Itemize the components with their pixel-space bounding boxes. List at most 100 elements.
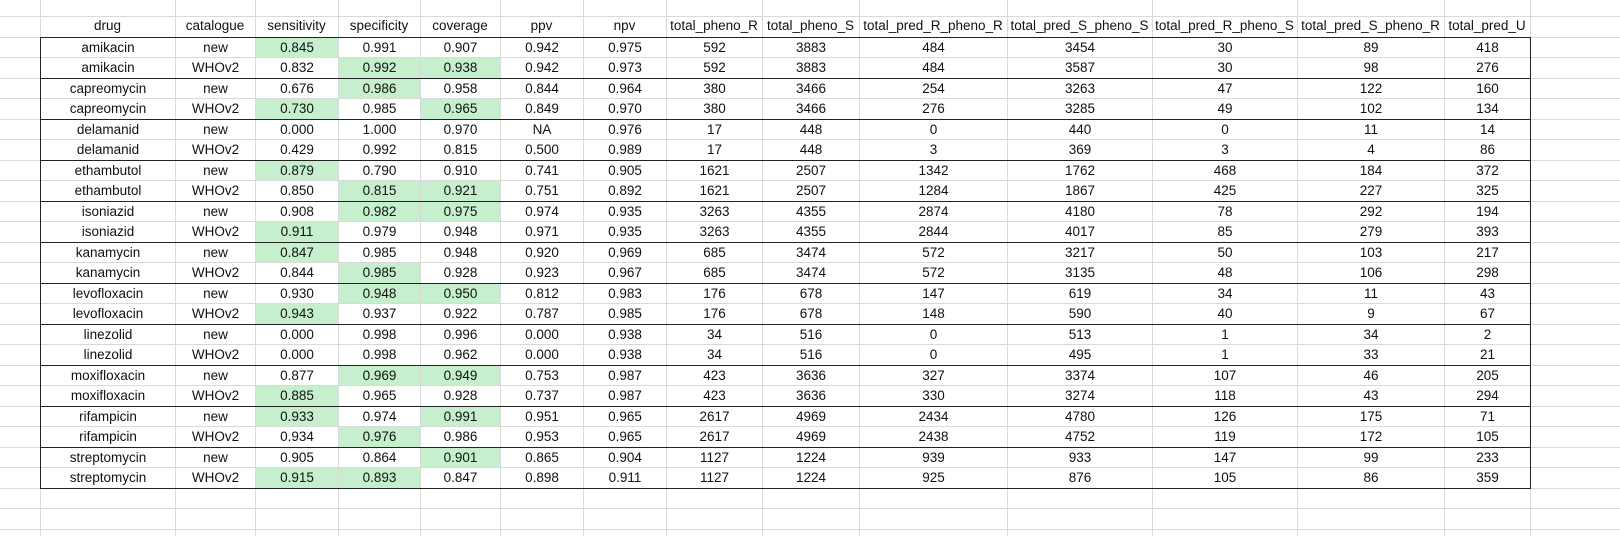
- cell-npv[interactable]: 0.987: [608, 388, 642, 403]
- cell-total-pheno-R[interactable]: 176: [703, 306, 726, 321]
- cell-total-pred-R-pheno-R[interactable]: 0: [929, 347, 938, 362]
- cell-total-pred-S-pheno-R[interactable]: 11: [1363, 285, 1378, 301]
- cell-catalogue[interactable]: WHOv2: [191, 265, 240, 280]
- cell-total-pred-S-pheno-S[interactable]: 1867: [1064, 183, 1096, 198]
- cell-drug[interactable]: linezolid: [83, 326, 133, 342]
- cell-total-pred-S-pheno-S[interactable]: 619: [1068, 285, 1092, 301]
- cell-specificity[interactable]: 0.976: [339, 427, 420, 447]
- cell-total-pred-U[interactable]: 217: [1476, 244, 1499, 260]
- cell-total-pheno-S[interactable]: 1224: [795, 470, 827, 485]
- cell-catalogue[interactable]: new: [203, 162, 228, 178]
- cell-ppv[interactable]: 0.923: [525, 265, 559, 280]
- cell-npv[interactable]: 0.935: [608, 203, 642, 219]
- cell-total-pred-S-pheno-R[interactable]: 34: [1363, 326, 1379, 342]
- cell-ppv[interactable]: 0.849: [525, 101, 559, 116]
- cell-catalogue[interactable]: WHOv2: [191, 347, 240, 362]
- cell-ppv[interactable]: 0.920: [525, 244, 559, 260]
- cell-ppv[interactable]: 0.000: [525, 326, 559, 342]
- cell-drug[interactable]: ethambutol: [74, 183, 142, 198]
- cell-npv[interactable]: 0.969: [608, 244, 642, 260]
- cell-catalogue[interactable]: new: [203, 285, 228, 301]
- cell-total-pred-R-pheno-S[interactable]: 107: [1213, 367, 1237, 383]
- cell-total-pheno-S[interactable]: 3474: [795, 244, 827, 260]
- cell-total-pred-R-pheno-S[interactable]: 1: [1221, 347, 1229, 362]
- cell-total-pred-S-pheno-R[interactable]: 175: [1359, 408, 1383, 424]
- cell-catalogue[interactable]: new: [203, 449, 228, 465]
- cell-total-pred-S-pheno-R[interactable]: 122: [1359, 80, 1383, 96]
- cell-total-pred-R-pheno-R[interactable]: 254: [922, 80, 945, 96]
- cell-ppv[interactable]: 0.500: [525, 142, 559, 157]
- cell-total-pred-S-pheno-S[interactable]: 876: [1068, 470, 1092, 485]
- cell-total-pred-U[interactable]: 233: [1476, 449, 1499, 465]
- cell-sensitivity[interactable]: 0.877: [280, 367, 314, 383]
- cell-total-pred-R-pheno-S[interactable]: 85: [1217, 224, 1233, 239]
- cell-total-pred-R-pheno-S[interactable]: 30: [1217, 60, 1233, 75]
- cell-specificity[interactable]: 0.982: [339, 201, 420, 221]
- cell-total-pred-S-pheno-S[interactable]: 4017: [1064, 224, 1096, 239]
- cell-ppv[interactable]: NA: [532, 121, 552, 137]
- cell-total-pred-S-pheno-S[interactable]: 3135: [1064, 265, 1096, 280]
- cell-catalogue[interactable]: WHOv2: [191, 60, 240, 75]
- cell-total-pred-U[interactable]: 372: [1476, 162, 1499, 178]
- cell-total-pheno-R[interactable]: 3263: [699, 224, 730, 239]
- cell-drug[interactable]: rifampicin: [79, 429, 137, 444]
- cell-specificity[interactable]: 0.985: [362, 101, 397, 116]
- cell-total-pheno-R[interactable]: 1621: [699, 162, 730, 178]
- cell-catalogue[interactable]: WHOv2: [191, 142, 240, 157]
- cell-specificity[interactable]: 0.965: [362, 388, 397, 403]
- cell-total-pred-S-pheno-R[interactable]: 227: [1359, 183, 1383, 198]
- cell-total-pred-R-pheno-S[interactable]: 47: [1217, 80, 1233, 96]
- cell-total-pred-R-pheno-R[interactable]: 2874: [918, 203, 949, 219]
- cell-total-pred-U[interactable]: 418: [1476, 39, 1499, 55]
- cell-total-pred-R-pheno-R[interactable]: 572: [922, 265, 945, 280]
- cell-coverage[interactable]: 0.970: [443, 121, 478, 137]
- cell-drug[interactable]: levofloxacin: [72, 306, 144, 321]
- cell-coverage[interactable]: 0.996: [443, 326, 478, 342]
- cell-total-pred-S-pheno-S[interactable]: 513: [1068, 326, 1092, 342]
- cell-npv[interactable]: 0.973: [608, 60, 642, 75]
- cell-coverage[interactable]: 0.965: [421, 99, 500, 119]
- cell-sensitivity[interactable]: 0.879: [256, 160, 338, 180]
- cell-ppv[interactable]: 0.753: [525, 367, 559, 383]
- cell-drug[interactable]: delamanid: [76, 142, 140, 157]
- cell-npv[interactable]: 0.975: [608, 39, 642, 55]
- column-header-ppv[interactable]: ppv: [530, 18, 553, 33]
- cell-total-pred-S-pheno-S[interactable]: 495: [1068, 347, 1092, 362]
- column-header-total-pred-R-pheno-S[interactable]: total_pred_R_pheno_S: [1155, 18, 1294, 33]
- cell-total-pheno-S[interactable]: 448: [799, 121, 823, 137]
- cell-coverage[interactable]: 0.921: [421, 181, 500, 201]
- cell-total-pred-R-pheno-S[interactable]: 425: [1213, 183, 1237, 198]
- cell-total-pred-R-pheno-R[interactable]: 0: [929, 121, 938, 137]
- cell-total-pred-R-pheno-R[interactable]: 3: [929, 142, 938, 157]
- cell-sensitivity[interactable]: 0.911: [256, 222, 338, 242]
- cell-specificity[interactable]: 0.992: [362, 142, 397, 157]
- cell-total-pred-U[interactable]: 86: [1479, 142, 1496, 157]
- cell-sensitivity[interactable]: 0.832: [280, 60, 314, 75]
- cell-npv[interactable]: 0.938: [608, 326, 642, 342]
- cell-npv[interactable]: 0.965: [608, 429, 642, 444]
- cell-ppv[interactable]: 0.942: [525, 39, 559, 55]
- cell-catalogue[interactable]: new: [203, 326, 228, 342]
- cell-catalogue[interactable]: WHOv2: [191, 470, 240, 485]
- cell-sensitivity[interactable]: 0.943: [256, 304, 338, 324]
- cell-total-pred-S-pheno-R[interactable]: 184: [1359, 162, 1383, 178]
- column-header-total-pred-S-pheno-R[interactable]: total_pred_S_pheno_R: [1301, 18, 1440, 33]
- cell-total-pred-R-pheno-R[interactable]: 2434: [918, 408, 949, 424]
- cell-total-pheno-R[interactable]: 34: [706, 347, 723, 362]
- cell-coverage[interactable]: 0.949: [421, 365, 500, 385]
- cell-ppv[interactable]: 0.787: [525, 306, 559, 321]
- cell-total-pred-R-pheno-R[interactable]: 2438: [918, 429, 949, 444]
- cell-total-pred-U[interactable]: 294: [1476, 388, 1499, 403]
- cell-total-pheno-S[interactable]: 4355: [795, 224, 827, 239]
- cell-catalogue[interactable]: WHOv2: [191, 388, 240, 403]
- cell-sensitivity[interactable]: 0.847: [256, 242, 338, 262]
- cell-total-pred-S-pheno-R[interactable]: 99: [1363, 449, 1379, 465]
- cell-specificity[interactable]: 0.992: [339, 58, 420, 78]
- cell-total-pred-S-pheno-R[interactable]: 4: [1367, 142, 1375, 157]
- cell-total-pred-U[interactable]: 67: [1479, 306, 1496, 321]
- cell-drug[interactable]: kanamycin: [75, 244, 141, 260]
- cell-total-pred-U[interactable]: 359: [1476, 470, 1499, 485]
- cell-total-pred-R-pheno-S[interactable]: 468: [1213, 162, 1237, 178]
- cell-npv[interactable]: 0.983: [608, 285, 642, 301]
- column-header-total-pheno-S[interactable]: total_pheno_S: [766, 18, 855, 33]
